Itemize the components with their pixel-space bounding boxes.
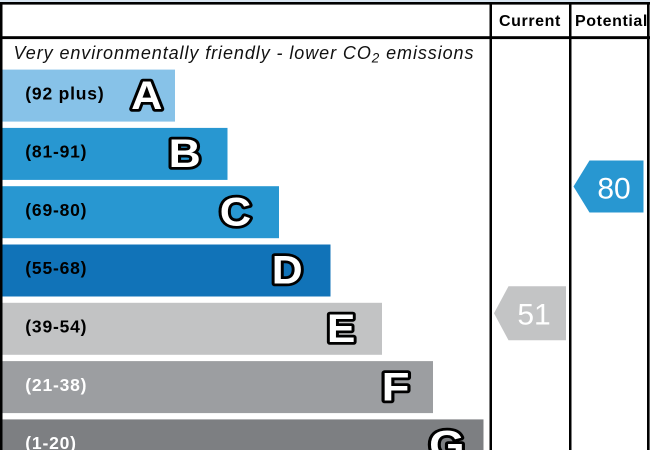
- svg-text:Current: Current: [499, 13, 561, 30]
- svg-text:G: G: [429, 424, 465, 450]
- svg-text:E: E: [327, 307, 355, 351]
- svg-text:Potential: Potential: [575, 13, 648, 30]
- svg-text:C: C: [220, 190, 251, 234]
- svg-text:B: B: [169, 132, 201, 176]
- svg-text:A: A: [131, 74, 162, 118]
- svg-text:(81-91): (81-91): [25, 142, 87, 162]
- svg-text:(39-54): (39-54): [25, 317, 87, 337]
- svg-text:(1-20): (1-20): [25, 433, 76, 450]
- svg-text:(69-80): (69-80): [25, 200, 87, 220]
- svg-text:51: 51: [517, 299, 550, 332]
- svg-text:(55-68): (55-68): [25, 258, 87, 278]
- svg-text:Very environmentally friendly: Very environmentally friendly - lower CO…: [14, 43, 475, 65]
- svg-text:D: D: [272, 249, 303, 293]
- svg-text:80: 80: [597, 172, 630, 205]
- svg-text:F: F: [382, 365, 410, 409]
- svg-text:(21-38): (21-38): [25, 375, 87, 395]
- svg-text:(92 plus): (92 plus): [25, 83, 104, 103]
